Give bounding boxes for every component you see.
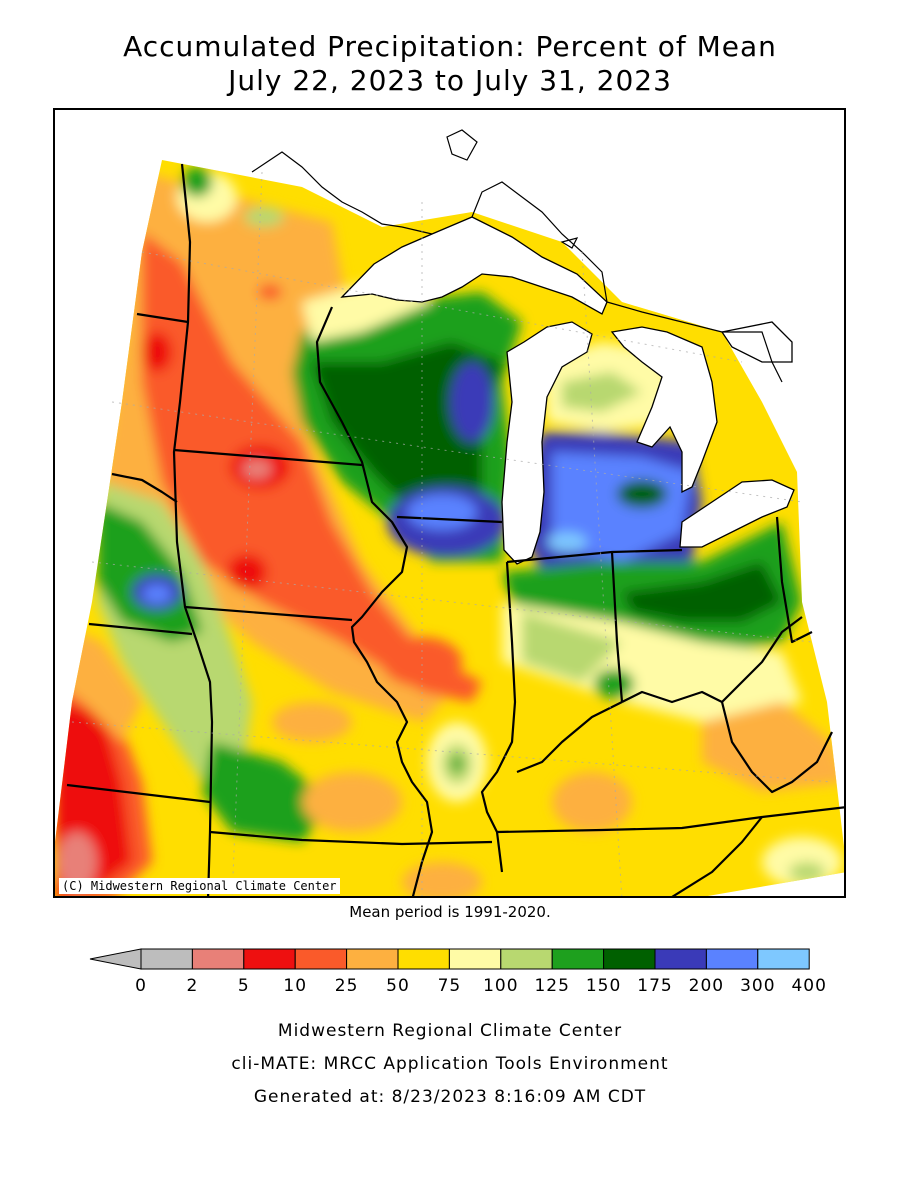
footer-tool: cli-MATE: MRCC Application Tools Environ… (231, 1054, 669, 1074)
map-title: Accumulated Precipitation: Percent of Me… (123, 30, 777, 63)
great-lakes (340, 216, 795, 565)
legend-tick-label: 100 (483, 976, 518, 996)
coastlines (251, 129, 783, 383)
graticule (71, 171, 833, 896)
legend-arrow (89, 948, 142, 970)
legend-swatch (500, 948, 553, 970)
legend-swatch (654, 948, 707, 970)
legend-swatch (243, 948, 296, 970)
color-legend: 0 2 5 10 25 50 75 100 125 150 175 200 300 400 (89, 948, 826, 996)
legend-tick-label: 400 (791, 976, 826, 996)
map-canvas (55, 129, 844, 896)
legend-swatch (191, 948, 245, 970)
legend-tick-label: 50 (386, 976, 410, 996)
legend-tick-label: 75 (438, 976, 462, 996)
legend-swatch (705, 948, 759, 970)
legend-tick-label: 5 (238, 976, 250, 996)
legend-tick-label: 150 (586, 976, 621, 996)
legend-tick-label: 25 (335, 976, 359, 996)
mean-period-note: Mean period is 1991-2020. (349, 903, 551, 921)
legend-swatch (346, 948, 399, 970)
legend-swatch (294, 948, 348, 970)
legend-tick-label: 175 (637, 976, 672, 996)
footer-org: Midwestern Regional Climate Center (277, 1021, 623, 1041)
footer-generated: Generated at: 8/23/2023 8:16:09 AM CDT (253, 1087, 647, 1107)
legend-tick-label: 10 (283, 976, 307, 996)
legend-swatch (448, 948, 502, 970)
legend-tick-label: 300 (740, 976, 775, 996)
legend-tick-label: 200 (689, 976, 724, 996)
legend-tick-label: 2 (186, 976, 198, 996)
copyright-label: (C) Midwestern Regional Climate Center (59, 878, 340, 894)
legend-tick-label: 125 (534, 976, 569, 996)
legend-tick-label: 0 (135, 976, 147, 996)
precipitation-map: (C) Midwestern Regional Climate Center (53, 108, 846, 898)
legend-swatch (140, 948, 193, 970)
map-date-range: July 22, 2023 to July 31, 2023 (228, 64, 672, 97)
state-borders (66, 163, 844, 896)
legend-swatch (397, 948, 450, 970)
legend-swatch (757, 948, 810, 970)
legend-swatch (551, 948, 605, 970)
legend-swatch (603, 948, 656, 970)
